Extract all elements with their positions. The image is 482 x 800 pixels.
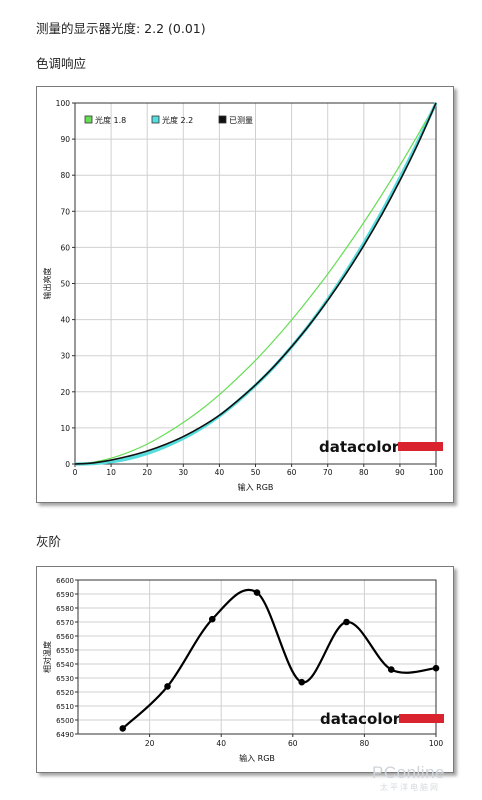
y-tick-label: 6520 (56, 689, 74, 697)
x-tick-label: 10 (106, 468, 116, 477)
legend-swatch (84, 115, 93, 124)
x-tick-label: 0 (73, 468, 78, 477)
data-point (432, 664, 440, 672)
y-tick-label: 0 (65, 460, 70, 469)
y-tick-label: 100 (56, 99, 71, 108)
datacolor-logo-bar (399, 714, 444, 723)
plot-frame (74, 102, 437, 465)
tone-response-chart-panel: 0 10 20 30 40 50 60 70 80 90 100 0 10 20 30 40 50 60 70 80 9… (36, 86, 454, 503)
y-tick-label: 6550 (56, 647, 74, 655)
y-tick-label: 40 (60, 316, 70, 325)
y-tick-label: 6580 (56, 605, 74, 613)
plot-frame (77, 579, 437, 735)
data-point (387, 666, 395, 673)
x-tick-label: 80 (360, 739, 370, 748)
y-tick-label: 6490 (56, 731, 74, 739)
watermark-subtitle: 太平洋电脑网 (380, 783, 440, 792)
y-tick-label: 50 (60, 280, 70, 289)
legend-label: 已测量 (229, 116, 253, 125)
y-tick-label: 90 (60, 135, 70, 144)
y-tick-label: 70 (60, 207, 70, 216)
series-line-gamma-1-8 (74, 102, 437, 465)
data-point (298, 678, 306, 686)
y-tick-label: 6500 (56, 717, 74, 725)
watermark-logo: PConline (372, 763, 445, 782)
x-tick-label: 40 (215, 468, 225, 477)
x-tick-label: 60 (288, 739, 298, 748)
datacolor-logo-bar (398, 442, 443, 451)
tone-response-chart: 0 10 20 30 40 50 60 70 80 90 100 0 10 20 30 40 50 60 70 80 9… (42, 99, 444, 492)
data-point (343, 618, 350, 626)
x-tick-label: 20 (145, 739, 155, 748)
y-tick-label: 6530 (56, 675, 74, 683)
x-tick-label: 80 (359, 468, 369, 477)
y-tick-label: 6510 (56, 703, 74, 711)
measured-gamma-heading: 测量的显示器光度: 2.2 (0.01) (36, 21, 206, 36)
y-tick-label: 6560 (56, 633, 74, 641)
series-line-temperature (121, 588, 437, 730)
y-tick-label: 6570 (56, 619, 74, 627)
x-tick-label: 100 (429, 468, 444, 477)
x-tick-label: 60 (287, 468, 297, 477)
grayscale-chart-panel: 20 40 60 80 100 6490 6500 6510 6520 6530 6540 6550 6… (36, 566, 454, 773)
y-axis-label: 输出亮度 (42, 268, 52, 300)
legend-label: 光度 2.2 (162, 115, 193, 125)
data-point (253, 589, 261, 596)
y-tick-label: 20 (60, 388, 70, 397)
tone-response-heading: 色调响应 (36, 56, 87, 71)
grayscale-chart: 20 40 60 80 100 6490 6500 6510 6520 6530 6540 6550 6… (42, 577, 444, 763)
y-tick-label: 60 (60, 243, 70, 252)
series-line-measured (74, 102, 437, 465)
y-tick-label: 80 (60, 171, 70, 180)
x-tick-label: 20 (142, 468, 152, 477)
data-point (208, 615, 216, 623)
x-tick-label: 70 (323, 468, 333, 477)
y-tick-label: 10 (60, 424, 70, 433)
x-tick-label: 50 (251, 468, 261, 477)
data-point (119, 725, 127, 732)
y-axis-label: 相对温度 (42, 641, 52, 673)
y-tick-label: 6540 (56, 661, 74, 669)
legend-label: 光度 1.8 (95, 115, 126, 125)
datacolor-logo-text: datacolor (320, 710, 401, 728)
datacolor-logo-text: datacolor (319, 438, 400, 456)
x-tick-label: 90 (395, 468, 405, 477)
data-point (164, 683, 171, 690)
legend-swatch (151, 115, 160, 124)
x-tick-label: 40 (216, 739, 226, 748)
y-tick-label: 6590 (56, 591, 74, 599)
x-tick-label: 100 (429, 739, 444, 748)
x-tick-label: 30 (179, 468, 189, 477)
y-tick-label: 30 (60, 352, 70, 361)
y-tick-label: 6600 (56, 577, 74, 585)
legend-swatch (218, 115, 227, 124)
grayscale-heading: 灰阶 (36, 534, 62, 549)
x-axis-label: 输入 RGB (239, 753, 275, 763)
x-axis-label: 输入 RGB (238, 482, 274, 492)
